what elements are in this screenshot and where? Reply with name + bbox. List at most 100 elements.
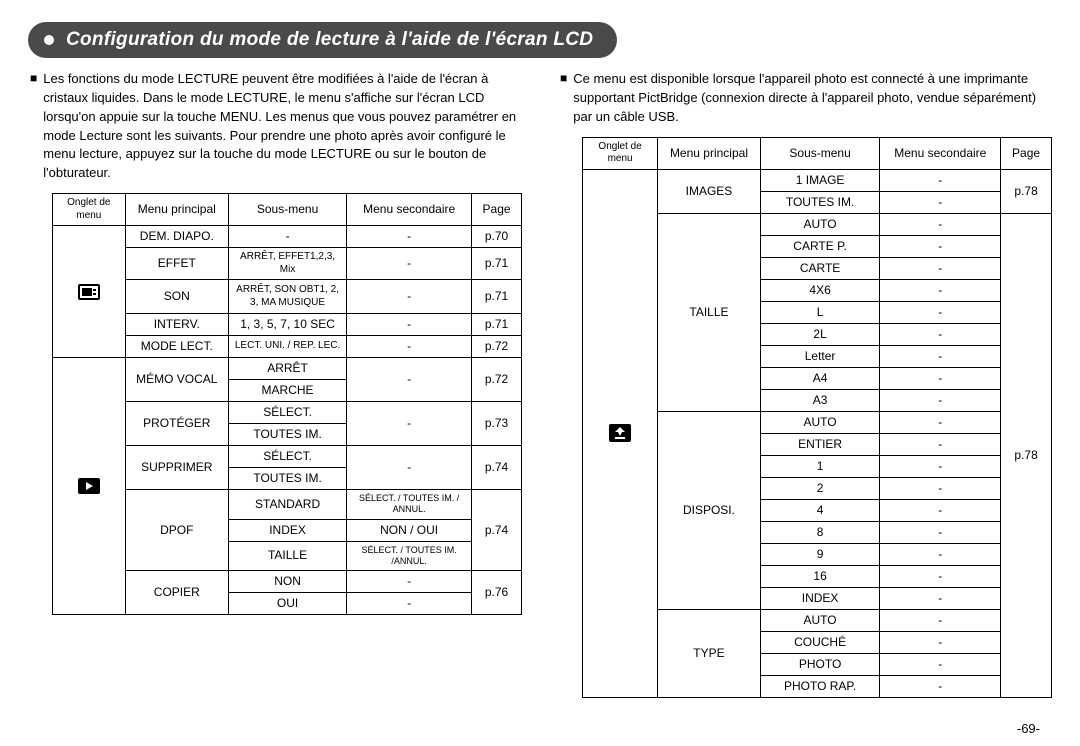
cell: 1	[760, 455, 880, 477]
col-page: Page	[1001, 137, 1052, 169]
cell: p.74	[472, 490, 522, 571]
cell: INTERV.	[125, 314, 228, 336]
two-column-layout: ■ Les fonctions du mode LECTURE peuvent …	[28, 70, 1052, 698]
cell: -	[880, 455, 1001, 477]
cell: -	[880, 191, 1001, 213]
right-column: ■ Ce menu est disponible lorsque l'appar…	[558, 70, 1052, 698]
cell: -	[880, 389, 1001, 411]
cell: A4	[760, 367, 880, 389]
cell: SON	[125, 280, 228, 314]
cell: -	[880, 257, 1001, 279]
cell: p.71	[472, 280, 522, 314]
right-intro: ■ Ce menu est disponible lorsque l'appar…	[560, 70, 1052, 127]
cell: 16	[760, 565, 880, 587]
cell: -	[880, 565, 1001, 587]
cell: STANDARD	[228, 490, 346, 520]
table-row: MÉMO VOCAL ARRÊT - p.72	[53, 358, 522, 380]
cell: ARRÊT, SON OBT1, 2, 3, MA MUSIQUE	[228, 280, 346, 314]
cell: -	[347, 314, 472, 336]
cell: AUTO	[760, 609, 880, 631]
cell: TOUTES IM.	[228, 468, 346, 490]
cell: TOUTES IM.	[228, 424, 346, 446]
col-sous: Sous-menu	[228, 194, 346, 226]
cell: IMAGES	[658, 169, 760, 213]
page-number: -69-	[1017, 721, 1040, 736]
cell: -	[347, 593, 472, 615]
cell: 2	[760, 477, 880, 499]
cell: p.71	[472, 314, 522, 336]
cell: -	[880, 653, 1001, 675]
cell: NON / OUI	[347, 519, 472, 541]
cell: p.74	[472, 446, 522, 490]
cell: p.76	[472, 571, 522, 615]
col-principal: Menu principal	[658, 137, 760, 169]
cell: MODE LECT.	[125, 336, 228, 358]
cell: CARTE P.	[760, 235, 880, 257]
cell: EFFET	[125, 248, 228, 280]
cell: TAILLE	[228, 541, 346, 571]
cell: -	[347, 280, 472, 314]
cell: SÉLECT.	[228, 446, 346, 468]
cell: p.73	[472, 402, 522, 446]
cell: COPIER	[125, 571, 228, 615]
cell: -	[880, 609, 1001, 631]
cell: INDEX	[760, 587, 880, 609]
cell: 4X6	[760, 279, 880, 301]
cell: -	[880, 169, 1001, 191]
right-intro-text: Ce menu est disponible lorsque l'apparei…	[573, 70, 1052, 127]
cell: 4	[760, 499, 880, 521]
cell: INDEX	[228, 519, 346, 541]
cell: SÉLECT.	[228, 402, 346, 424]
page-title-pill: Configuration du mode de lecture à l'aid…	[28, 22, 617, 58]
table-header-row: Onglet de menu Menu principal Sous-menu …	[583, 137, 1052, 169]
cell: AUTO	[760, 411, 880, 433]
left-menu-table: Onglet de menu Menu principal Sous-menu …	[52, 193, 522, 615]
cell: ARRÊT, EFFET1,2,3, Mix	[228, 248, 346, 280]
cell: 1 IMAGE	[760, 169, 880, 191]
table-row: DEM. DIAPO. - - p.70	[53, 226, 522, 248]
cell: DISPOSI.	[658, 411, 760, 609]
cell: TAILLE	[658, 213, 760, 411]
cell: -	[347, 446, 472, 490]
title-dot-icon	[44, 35, 54, 45]
cell: -	[347, 358, 472, 402]
bullet-icon: ■	[560, 71, 567, 87]
cell: -	[880, 521, 1001, 543]
table-row: IMAGES 1 IMAGE - p.78	[583, 169, 1052, 191]
cell: -	[347, 336, 472, 358]
page: Configuration du mode de lecture à l'aid…	[0, 0, 1080, 746]
cell: -	[880, 499, 1001, 521]
cell: -	[880, 367, 1001, 389]
col-secondaire: Menu secondaire	[880, 137, 1001, 169]
cell: LECT. UNI. / REP. LEC.	[228, 336, 346, 358]
cell: ENTIER	[760, 433, 880, 455]
cell: -	[347, 248, 472, 280]
cell: -	[880, 477, 1001, 499]
table-header-row: Onglet de menu Menu principal Sous-menu …	[53, 194, 522, 226]
cell: -	[347, 402, 472, 446]
cell: 8	[760, 521, 880, 543]
col-page: Page	[472, 194, 522, 226]
cell: 2L	[760, 323, 880, 345]
cell: p.70	[472, 226, 522, 248]
cell: -	[880, 631, 1001, 653]
cell: -	[880, 675, 1001, 697]
cell: -	[347, 226, 472, 248]
page-title: Configuration du mode de lecture à l'aid…	[66, 29, 593, 51]
cell: -	[880, 433, 1001, 455]
cell: PROTÉGER	[125, 402, 228, 446]
cell: -	[880, 235, 1001, 257]
cell: -	[880, 323, 1001, 345]
col-onglet: Onglet de menu	[53, 194, 126, 226]
left-column: ■ Les fonctions du mode LECTURE peuvent …	[28, 70, 522, 698]
cell: SÉLECT. / TOUTES IM. / ANNUL.	[347, 490, 472, 520]
col-sous: Sous-menu	[760, 137, 880, 169]
cell: MARCHE	[228, 380, 346, 402]
cell: p.72	[472, 336, 522, 358]
cell: SUPPRIMER	[125, 446, 228, 490]
cell: A3	[760, 389, 880, 411]
cell: NON	[228, 571, 346, 593]
cell: p.72	[472, 358, 522, 402]
left-intro: ■ Les fonctions du mode LECTURE peuvent …	[30, 70, 522, 183]
cell: TYPE	[658, 609, 760, 697]
